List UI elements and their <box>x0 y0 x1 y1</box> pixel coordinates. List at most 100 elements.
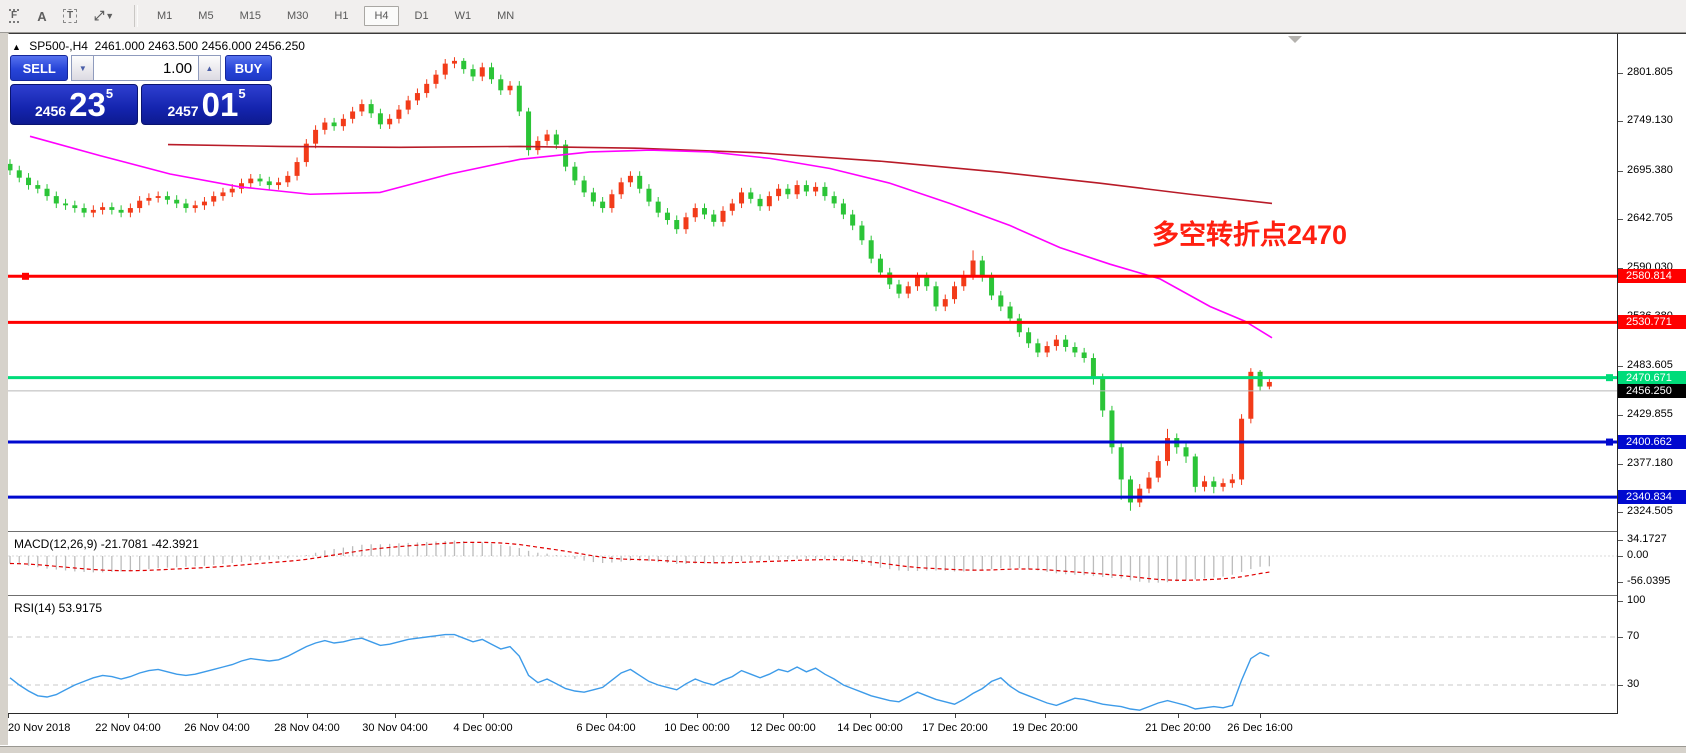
macd-axis-tick <box>1618 582 1623 584</box>
bid-price-box[interactable]: 2456 23 5 <box>10 84 139 125</box>
timeframe-button-m1[interactable]: M1 <box>157 10 173 22</box>
line-anchor[interactable] <box>1606 374 1613 382</box>
macd-axis-label: -56.0395 <box>1627 575 1671 588</box>
chart-annotation-text[interactable]: 多空转折点2470 <box>1152 220 1348 250</box>
candle <box>35 180 41 194</box>
candle <box>720 206 726 227</box>
timeframe-button-w1[interactable]: W1 <box>454 10 472 22</box>
candle <box>201 197 207 210</box>
timeframe-button-d1[interactable]: D1 <box>414 10 429 22</box>
timeframe-button-m15[interactable]: M15 <box>239 10 261 22</box>
candle <box>868 235 874 264</box>
time-axis-label: 6 Dec 04:00 <box>576 722 636 734</box>
candle <box>1174 433 1180 454</box>
candle <box>1183 442 1189 463</box>
bid-pipette: 5 <box>105 86 114 101</box>
candle <box>563 139 569 172</box>
candle <box>127 203 133 218</box>
timeframe-button-mn[interactable]: MN <box>497 10 515 22</box>
main-chart-pane[interactable] <box>8 34 1617 531</box>
rsi-axis-label: 100 <box>1627 594 1646 606</box>
candle <box>794 180 800 199</box>
candle <box>627 171 633 187</box>
price-axis-tick <box>1618 121 1623 123</box>
ohlc-open: 2461.000 <box>94 39 145 53</box>
candle <box>414 88 420 106</box>
volume-increase-button[interactable]: ▲ <box>198 55 221 81</box>
time-axis-label: 28 Nov 04:00 <box>274 722 340 734</box>
candle <box>1090 353 1096 385</box>
candle <box>757 194 763 211</box>
candle <box>183 198 189 213</box>
volume-decrease-button[interactable]: ▼ <box>71 55 95 81</box>
candle <box>998 290 1004 312</box>
arrows-icon[interactable]: ⤢ ▼ <box>86 4 122 28</box>
candle <box>63 198 69 210</box>
candle <box>1063 335 1069 352</box>
buy-button[interactable]: BUY <box>224 55 273 81</box>
price-line-tag: 2470.671 <box>1618 370 1686 385</box>
price-axis[interactable]: 2801.805 2749.130 2695.380 2642.705 2590.030… <box>1618 34 1686 746</box>
candle <box>248 174 254 188</box>
time-axis-tick <box>395 714 396 718</box>
timeframe-button-h1[interactable]: H1 <box>334 10 349 22</box>
candle <box>544 129 550 146</box>
time-axis-tick <box>783 714 784 718</box>
candle <box>109 202 115 215</box>
candle <box>211 191 217 207</box>
time-axis[interactable]: 20 Nov 2018 22 Nov 04:00 26 Nov 04:00 28 No… <box>8 714 1686 746</box>
candle <box>461 58 467 74</box>
price-axis-label: 2377.180 <box>1627 456 1673 469</box>
text-icon[interactable]: T <box>58 4 82 28</box>
macd-axis-tick <box>1618 540 1623 541</box>
line-anchor[interactable] <box>22 272 29 280</box>
rsi-line <box>9 633 1270 711</box>
sell-button[interactable]: SELL <box>10 55 69 81</box>
time-axis-tick <box>606 714 607 718</box>
fibonacci-retracement-icon[interactable]: F <box>8 9 20 23</box>
candle <box>81 203 87 218</box>
ask-price-box[interactable]: 2457 01 5 <box>141 84 272 125</box>
timeframe-button-m5[interactable]: M5 <box>198 10 214 22</box>
symbol-name: SP500-,H4 <box>29 39 88 53</box>
candle <box>433 70 439 89</box>
candle <box>933 281 939 312</box>
time-axis-label: 22 Nov 04:00 <box>95 722 161 734</box>
candle <box>535 136 541 155</box>
price-line-tag: 2400.662 <box>1618 435 1686 450</box>
candle <box>1127 475 1133 511</box>
timeframe-group: M1 M5 M15 M30 H1 H4 D1 W1 MN <box>144 6 527 26</box>
candle <box>424 79 430 98</box>
timeframe-button-m30[interactable]: M30 <box>286 10 309 22</box>
candle <box>1165 428 1170 466</box>
collapse-triangle-icon[interactable]: ▲ <box>12 42 21 52</box>
symbol-header: ▲ SP500-,H4 2461.000 2463.500 2456.000 2… <box>12 39 305 53</box>
time-axis-tick <box>483 714 484 718</box>
candle <box>1155 455 1161 483</box>
time-axis-label: 14 Dec 00:00 <box>837 722 903 734</box>
time-axis-label: 12 Dec 00:00 <box>750 722 816 734</box>
rsi-pane[interactable] <box>8 598 1617 713</box>
current-price-tag: 2456.250 <box>1618 383 1686 398</box>
candle <box>664 208 670 225</box>
ohlc-close: 2456.250 <box>254 39 305 53</box>
candle <box>8 159 13 175</box>
time-axis-label: 20 Nov 2018 <box>8 722 71 734</box>
candle <box>266 176 272 190</box>
candle <box>90 205 96 218</box>
candle <box>609 189 615 213</box>
macd-pane[interactable] <box>8 534 1617 595</box>
line-anchor[interactable] <box>1606 438 1613 446</box>
candle <box>961 270 967 291</box>
candle <box>174 195 180 209</box>
time-axis-label: 21 Dec 20:00 <box>1145 722 1211 734</box>
candle <box>877 254 883 278</box>
chart-shift-marker-icon[interactable] <box>1288 36 1302 43</box>
volume-input[interactable] <box>94 55 199 81</box>
timeframe-button-h4[interactable]: H4 <box>364 6 399 26</box>
candle <box>600 197 606 213</box>
price-axis-tick <box>1618 170 1623 172</box>
text-label-icon[interactable]: A <box>37 8 47 24</box>
rsi-axis-label: 70 <box>1627 630 1640 642</box>
candle <box>1044 341 1050 358</box>
